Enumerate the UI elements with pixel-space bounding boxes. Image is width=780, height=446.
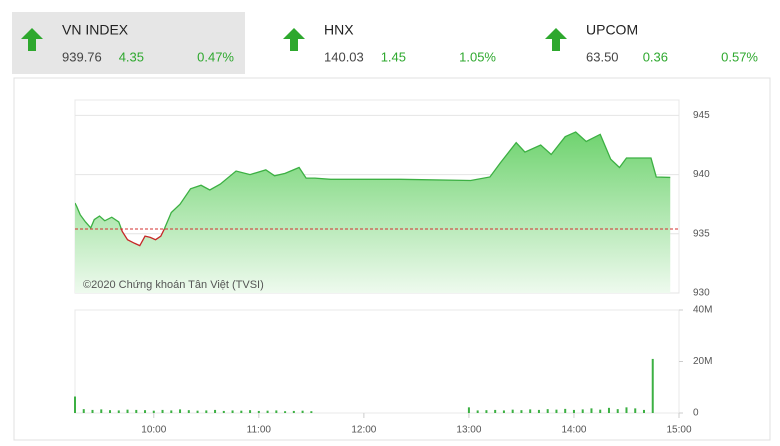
volume-bar bbox=[511, 409, 514, 413]
x-tick-label: 14:00 bbox=[561, 425, 586, 436]
volume-bar bbox=[651, 358, 654, 413]
volume-bar bbox=[240, 410, 243, 413]
x-tick-label: 12:00 bbox=[351, 425, 376, 436]
volume-bar bbox=[607, 407, 610, 413]
volume-bar bbox=[266, 410, 269, 413]
index-change: 1.45 bbox=[381, 49, 406, 64]
volume-bar bbox=[502, 410, 505, 413]
annotation: ©2020 Chứng khoán Tân Việt (TVSI) bbox=[83, 279, 264, 291]
y-tick-label: 945 bbox=[693, 110, 710, 121]
volume-bar bbox=[616, 409, 619, 413]
volume-bar bbox=[555, 409, 558, 413]
y-tick-label: 930 bbox=[693, 288, 710, 299]
volume-bar bbox=[625, 407, 628, 413]
y-tick-label: 0 bbox=[693, 408, 699, 419]
price-area bbox=[75, 131, 671, 293]
volume-bar bbox=[100, 409, 103, 413]
volume-bar bbox=[301, 410, 304, 413]
volume-bar bbox=[485, 410, 488, 413]
volume-bar bbox=[135, 409, 138, 413]
index-name: HNX bbox=[324, 22, 354, 38]
up-arrow bbox=[21, 28, 43, 51]
volume-bar bbox=[520, 410, 523, 413]
y-tick-label: 40M bbox=[693, 305, 712, 316]
y-tick-label: 20M bbox=[693, 356, 712, 367]
index-name: UPCOM bbox=[586, 22, 638, 38]
volume-bar bbox=[161, 409, 164, 413]
volume-bar bbox=[564, 408, 567, 413]
volume-bar bbox=[82, 409, 85, 413]
index-value: 140.03 bbox=[324, 49, 364, 64]
up-arrow bbox=[283, 28, 305, 51]
x-tick-label: 15:00 bbox=[666, 425, 691, 436]
volume-bar bbox=[222, 410, 225, 413]
price-line bbox=[75, 131, 671, 230]
volume-bar bbox=[599, 409, 602, 413]
volume-bar bbox=[231, 410, 234, 413]
y-tick-label: 940 bbox=[693, 169, 710, 180]
volume-bar bbox=[91, 409, 94, 413]
x-tick-label: 13:00 bbox=[456, 425, 481, 436]
volume-bar bbox=[117, 410, 120, 413]
volume-bar bbox=[275, 410, 278, 413]
x-tick-label: 11:00 bbox=[247, 425, 272, 436]
volume-plot bbox=[74, 309, 680, 414]
index-percent: 0.57% bbox=[721, 49, 758, 64]
index-change: 4.35 bbox=[119, 49, 144, 64]
volume-bar bbox=[590, 408, 593, 413]
index-change: 0.36 bbox=[643, 49, 668, 64]
volume-bar bbox=[537, 409, 540, 413]
volume-bar bbox=[152, 410, 155, 413]
volume-bar bbox=[292, 410, 295, 413]
volume-bar bbox=[642, 409, 645, 413]
index-name: VN INDEX bbox=[62, 22, 129, 38]
volume-bar bbox=[170, 410, 173, 413]
volume-bar bbox=[257, 410, 260, 413]
volume-bar bbox=[572, 409, 575, 413]
up-arrow bbox=[545, 28, 567, 51]
volume-bar bbox=[74, 396, 76, 413]
volume-bar bbox=[494, 409, 497, 413]
volume-bar bbox=[476, 410, 479, 413]
volume-bar bbox=[634, 408, 637, 413]
volume-bar bbox=[205, 410, 208, 413]
index-percent: 1.05% bbox=[459, 49, 496, 64]
volume-bar bbox=[187, 410, 190, 413]
volume-bar bbox=[196, 410, 199, 413]
volume-bar bbox=[284, 411, 287, 413]
volume-bar bbox=[529, 409, 532, 413]
volume-bar bbox=[249, 410, 252, 413]
volume-bar bbox=[214, 409, 217, 413]
volume-bar bbox=[467, 407, 470, 413]
volume-bar bbox=[126, 409, 129, 413]
index-percent: 0.47% bbox=[197, 49, 234, 64]
volume-bar bbox=[546, 409, 549, 413]
volume-bar bbox=[109, 410, 112, 413]
y-tick-label: 935 bbox=[693, 228, 710, 239]
volume-bar bbox=[581, 409, 584, 413]
index-value: 63.50 bbox=[586, 49, 619, 64]
x-tick-label: 10:00 bbox=[141, 425, 166, 436]
volume-bar bbox=[310, 411, 313, 413]
volume-bar bbox=[179, 409, 182, 413]
index-value: 939.76 bbox=[62, 49, 102, 64]
volume-bar bbox=[144, 410, 147, 413]
selected-tile[interactable] bbox=[12, 12, 245, 74]
